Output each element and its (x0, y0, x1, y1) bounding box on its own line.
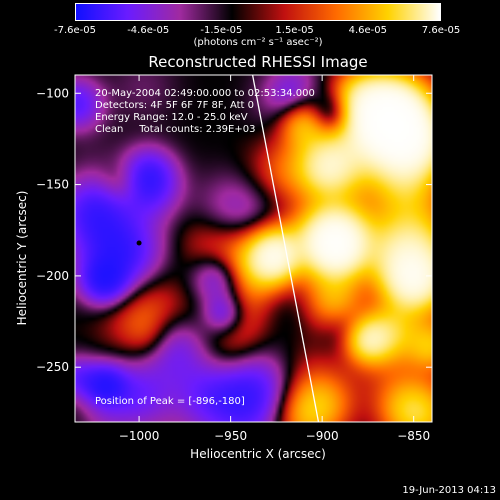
x-axis-label: Heliocentric X (arcsec) (190, 447, 326, 461)
plot-frame (74, 74, 433, 423)
minimum-marker (136, 240, 142, 246)
colorbar-units: (photons cm⁻² s⁻¹ asec⁻²) (193, 37, 323, 48)
y-tick-label: −100 (36, 86, 69, 100)
peak-position: Position of Peak = [-896,-180] (95, 396, 245, 407)
energy-range: Energy Range: 12.0 - 25.0 keV (95, 112, 248, 123)
colorbar-tick-label: 4.6e-05 (348, 25, 387, 36)
solar-limb-line (251, 74, 320, 423)
y-tick-label: −200 (36, 269, 69, 283)
colorbar-tick-label: 1.5e-05 (275, 25, 314, 36)
x-tick-label: −950 (214, 429, 247, 443)
colorbar-tick-label: -1.5e-05 (200, 25, 243, 36)
time-range: 20-May-2004 02:49:00.000 to 02:53:34.000 (95, 88, 315, 99)
colorbar-tick-label: -4.6e-05 (127, 25, 170, 36)
colorbar-tick-label: 7.6e-05 (421, 25, 461, 36)
y-axis-label: Heliocentric Y (arcsec) (15, 190, 29, 326)
heatmap-image (75, 75, 432, 422)
y-tick-label: −250 (36, 360, 69, 374)
clean-info: Clean Total counts: 2.39E+03 (95, 124, 256, 135)
x-tick-label: −1000 (119, 429, 160, 443)
colorbar-tick-label: -7.6e-05 (54, 25, 96, 36)
y-tick-label: −150 (36, 178, 69, 192)
x-tick-label: −850 (397, 429, 430, 443)
timestamp: 19-Jun-2013 04:13 (402, 485, 496, 496)
colorbar (75, 3, 441, 21)
x-tick-label: −900 (306, 429, 339, 443)
chart-title: Reconstructed RHESSI Image (148, 53, 368, 71)
detectors-info: Detectors: 4F 5F 6F 7F 8F, Att 0 (95, 100, 255, 111)
